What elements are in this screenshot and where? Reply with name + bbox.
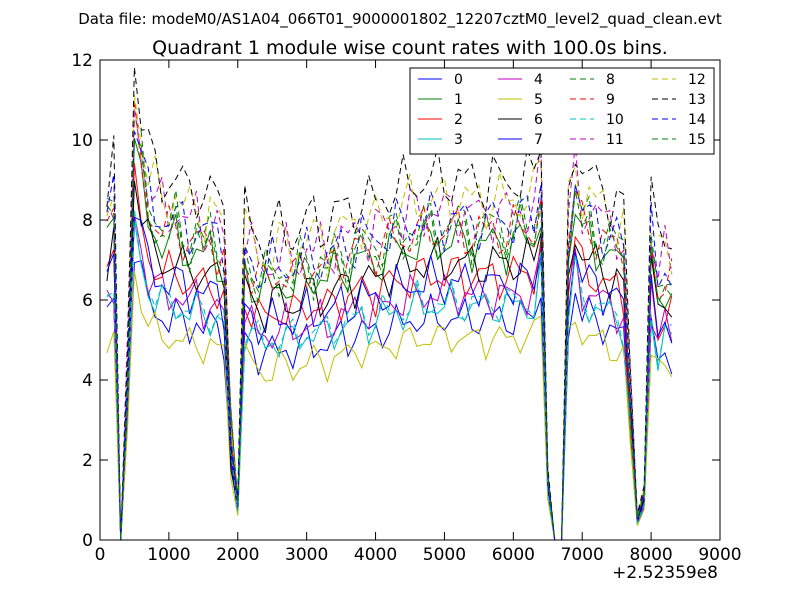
- x-tick-label: 0: [95, 545, 106, 565]
- legend-label-12: 12: [688, 72, 706, 88]
- legend-label-2: 2: [454, 112, 463, 128]
- series-layer: [106, 67, 673, 541]
- plot-frame: [99, 59, 721, 541]
- x-tick-label: 3000: [285, 545, 328, 565]
- series-line-6: [106, 180, 673, 541]
- series-line-11: [106, 108, 673, 541]
- series-line-2: [106, 163, 673, 541]
- y-tick-label: 0: [82, 531, 93, 551]
- legend-label-11: 11: [606, 132, 624, 148]
- legend-label-7: 7: [534, 132, 543, 148]
- legend-label-1: 1: [454, 92, 463, 108]
- series-line-10: [106, 208, 672, 541]
- y-tick-label: 2: [82, 451, 93, 471]
- series-line-7: [106, 216, 673, 541]
- y-tick-label: 8: [82, 211, 93, 231]
- series-line-5: [106, 270, 673, 541]
- legend-label-6: 6: [534, 112, 543, 128]
- y-tick-label: 10: [71, 131, 93, 151]
- x-offset-label: +2.52359e8: [612, 563, 718, 583]
- y-tick-label: 12: [71, 51, 93, 71]
- ticks-layer: 0 1000 2000 3000 4000 5000 6000 7000 8000 9000 0 2 4…: [71, 51, 741, 565]
- legend-label-13: 13: [688, 92, 706, 108]
- series-line-13: [106, 67, 672, 541]
- legend-label-3: 3: [454, 132, 463, 148]
- legend-label-0: 0: [454, 72, 463, 88]
- legend-label-4: 4: [534, 72, 543, 88]
- x-tick-label: 5000: [423, 545, 466, 565]
- y-tick-label: 6: [82, 291, 93, 311]
- legend-label-14: 14: [688, 112, 706, 128]
- legend-label-5: 5: [534, 92, 543, 108]
- x-tick-label: 4000: [354, 545, 397, 565]
- x-tick-label: 9000: [698, 545, 741, 565]
- legend-box: [409, 67, 715, 155]
- series-line-9: [106, 99, 673, 541]
- legend-label-15: 15: [688, 132, 706, 148]
- x-tick-label: 6000: [492, 545, 535, 565]
- chart-title: Quadrant 1 module wise count rates with …: [152, 37, 668, 59]
- x-tick-label: 7000: [561, 545, 604, 565]
- y-tick-label: 4: [82, 371, 93, 391]
- x-tick-label: 1000: [147, 545, 190, 565]
- x-tick-label: 2000: [216, 545, 259, 565]
- x-tick-label: 8000: [629, 545, 672, 565]
- series-line-0: [106, 260, 673, 541]
- legend-label-10: 10: [606, 112, 624, 128]
- legend-label-9: 9: [606, 92, 615, 108]
- series-line-12: [106, 94, 673, 541]
- figure-suptitle: Data file: modeM0/AS1A04_066T01_90000018…: [78, 10, 722, 29]
- legend-label-8: 8: [606, 72, 615, 88]
